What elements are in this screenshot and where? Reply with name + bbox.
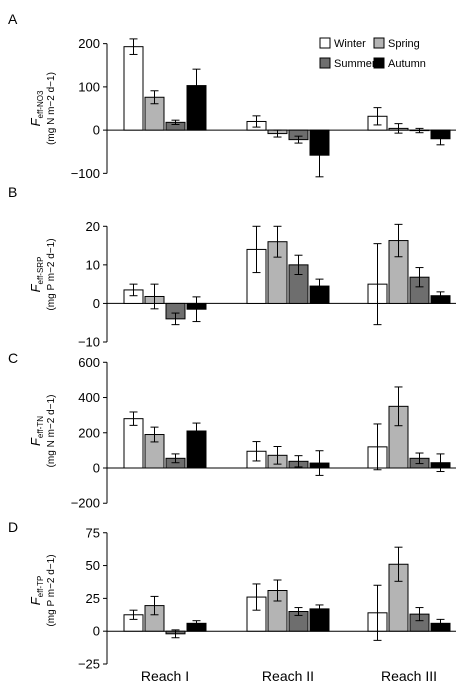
panel-label: B: [8, 184, 17, 200]
panel-c: C −200 0 200 400 600 Feff-TN (mg N m−2 d−1): [8, 350, 456, 511]
y-tick-label: 400: [78, 390, 100, 405]
y-tick-label: 50: [86, 558, 100, 573]
y-tick-label: 0: [93, 624, 100, 639]
y-axis-units: (mg P m−2 d−1): [46, 238, 57, 310]
y-tick-label: −10: [78, 335, 100, 350]
panel-d: D −25 0 25 50 75 Feff-TP (mg P m−2 d−1): [8, 519, 456, 672]
y-axis-units: (mg N m−2 d−1): [46, 395, 57, 468]
panel-a: A −100 0 100 200 Feff-NO3 (mg N m−2 d−1): [8, 11, 456, 181]
y-tick-label: −25: [78, 657, 100, 672]
legend-label-spring: Spring: [388, 38, 420, 50]
y-tick-label: 600: [78, 355, 100, 370]
y-tick-label: 200: [78, 425, 100, 440]
x-category-label: Reach I: [141, 668, 189, 684]
y-tick-label: −100: [71, 166, 100, 181]
y-tick-label: 10: [86, 257, 100, 272]
y-tick-label: 25: [86, 591, 100, 606]
y-axis-title-subscript: eff-NO3: [36, 90, 45, 118]
panel-label: C: [8, 350, 18, 366]
y-tick-label: 20: [86, 219, 100, 234]
y-axis-title: Feff-TN: [28, 416, 45, 446]
x-axis-category-labels: Reach I Reach II Reach III: [141, 668, 437, 684]
y-axis-title-subscript: eff-TP: [36, 576, 45, 598]
y-axis-units: (mg P m−2 d−1): [46, 554, 57, 626]
panel-label: D: [8, 519, 18, 535]
legend-label-winter: Winter: [334, 38, 366, 50]
y-tick-label: 0: [93, 123, 100, 138]
y-axis-title-subscript: eff-SRP: [36, 257, 45, 285]
y-axis-title-symbol: F: [28, 437, 43, 446]
panel-label: A: [8, 11, 18, 27]
y-axis-title-symbol: F: [28, 596, 43, 605]
y-axis-title-subscript: eff-TN: [36, 416, 45, 438]
y-axis-title: Feff-SRP: [28, 257, 45, 293]
legend-swatch-spring: [373, 37, 385, 49]
y-axis-title-symbol: F: [28, 117, 43, 126]
y-tick-label: 0: [93, 296, 100, 311]
panel-b: B −10 0 10 20 Feff-SRP (mg P m−2 d−1): [8, 184, 456, 350]
legend-label-autumn: Autumn: [388, 58, 426, 70]
x-category-label: Reach II: [262, 668, 314, 684]
y-tick-label: 0: [93, 461, 100, 476]
y-tick-label: 75: [86, 525, 100, 540]
y-tick-label: 200: [78, 36, 100, 51]
y-tick-label: 100: [78, 79, 100, 94]
bar-winter: [123, 418, 144, 469]
x-category-label: Reach III: [381, 668, 437, 684]
y-tick-label: −200: [71, 496, 100, 511]
legend-swatch-autumn: [373, 57, 385, 69]
legend-swatch-winter: [319, 37, 331, 49]
y-axis-units: (mg N m−2 d−1): [46, 72, 57, 145]
legend: Winter Spring Summer Autumn: [319, 37, 426, 70]
y-axis-title: Feff-NO3: [28, 90, 45, 126]
legend-swatch-summer: [319, 57, 331, 69]
legend-label-summer: Summer: [334, 58, 376, 70]
bar-winter: [123, 46, 144, 131]
y-axis-title: Feff-TP: [28, 576, 45, 606]
y-axis-title-symbol: F: [28, 283, 43, 292]
